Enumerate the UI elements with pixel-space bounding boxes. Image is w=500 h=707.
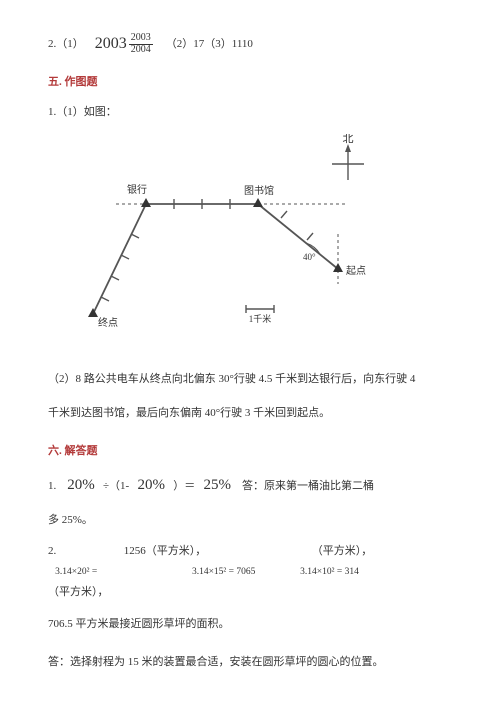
frac-den: 2004 xyxy=(129,45,153,56)
problem-5-1-2: （2）8 路公共电车从终点向北偏东 30°行驶 4.5 千米到达银行后，向东行驶… xyxy=(48,370,452,424)
q2-r2-tail: （平方米）， xyxy=(312,545,373,557)
q1-mid1: ÷（1- xyxy=(103,480,129,492)
section-5-item-1: 1.（1）如图： xyxy=(48,103,452,123)
ticks-end-bank xyxy=(101,234,139,301)
q2-expr-a: 3.14×20² = xyxy=(55,567,97,577)
diagram-svg: 北 40° 银行 图书馆 起点 终点 1千米 xyxy=(48,134,388,344)
q2-r1: 1256（平方米）， xyxy=(124,545,207,557)
section-6-title: 六. 解答题 xyxy=(48,442,452,462)
library-label: 图书馆 xyxy=(244,184,274,197)
route-diagram: 北 40° 银行 图书馆 起点 终点 1千米 xyxy=(48,134,452,352)
q1-a: 20% xyxy=(67,477,95,493)
text-prefix: 2.（1） xyxy=(48,38,84,50)
q2-expr-c: 3.14×10² = 314 xyxy=(300,567,359,577)
exponent-fraction: 20032004 xyxy=(129,33,153,55)
q2-answer: 答：选择射程为 15 米的装置最合适，安装在圆形草坪的圆心的位置。 xyxy=(48,653,452,673)
bank-label: 银行 xyxy=(127,183,147,196)
q1-mid2: ）＝ xyxy=(173,480,195,492)
q2-expr-b: 3.14×15² = 7065 xyxy=(192,567,255,577)
node-start xyxy=(333,263,343,272)
q2-prefix: 2. xyxy=(48,545,56,557)
q1-tail2: 多 25%。 xyxy=(48,511,452,531)
q1-line: 1. 20% ÷（1- 20% ）＝ 25% 答：原来第一桶油比第二桶 xyxy=(48,472,452,499)
scale-label: 1千米 xyxy=(249,313,272,324)
compass-icon: 北 xyxy=(332,134,364,180)
angle-label: 40° xyxy=(303,252,316,262)
segment-library-start xyxy=(258,204,338,269)
q1-prefix: 1. xyxy=(48,480,56,492)
q2-block: 2. 1256（平方米）， （平方米）， 3.14×20² = 3.14×15²… xyxy=(48,542,452,672)
end-label: 终点 xyxy=(98,316,118,329)
desc-line-1: （2）8 路公共电车从终点向北偏东 30°行驶 4.5 千米到达银行后，向东行驶… xyxy=(48,370,452,390)
scale-bar: 1千米 xyxy=(246,305,274,324)
node-library xyxy=(253,198,263,207)
q1-tail: 答：原来第一桶油比第二桶 xyxy=(242,480,374,492)
text-mid: （2）17（3）1110 xyxy=(166,38,253,50)
answer-line-2: 2.（1） 200320032004 （2）17（3）1110 xyxy=(48,30,452,59)
q2-para: 706.5 平方米最接近圆形草坪的面积。 xyxy=(48,615,452,635)
section-5-title: 五. 作图题 xyxy=(48,73,452,93)
start-label: 起点 xyxy=(346,265,366,277)
node-bank xyxy=(141,198,151,207)
desc-line-2: 千米到达图书馆，最后向东偏南 40°行驶 3 千米回到起点。 xyxy=(48,404,452,424)
q1-c: 25% xyxy=(203,477,231,493)
q2-line3-tail: （平方米）， xyxy=(48,583,452,603)
compass-north-label: 北 xyxy=(343,134,354,145)
q1-b: 20% xyxy=(137,477,165,493)
base-number: 2003 xyxy=(95,30,127,59)
node-end xyxy=(88,308,98,317)
